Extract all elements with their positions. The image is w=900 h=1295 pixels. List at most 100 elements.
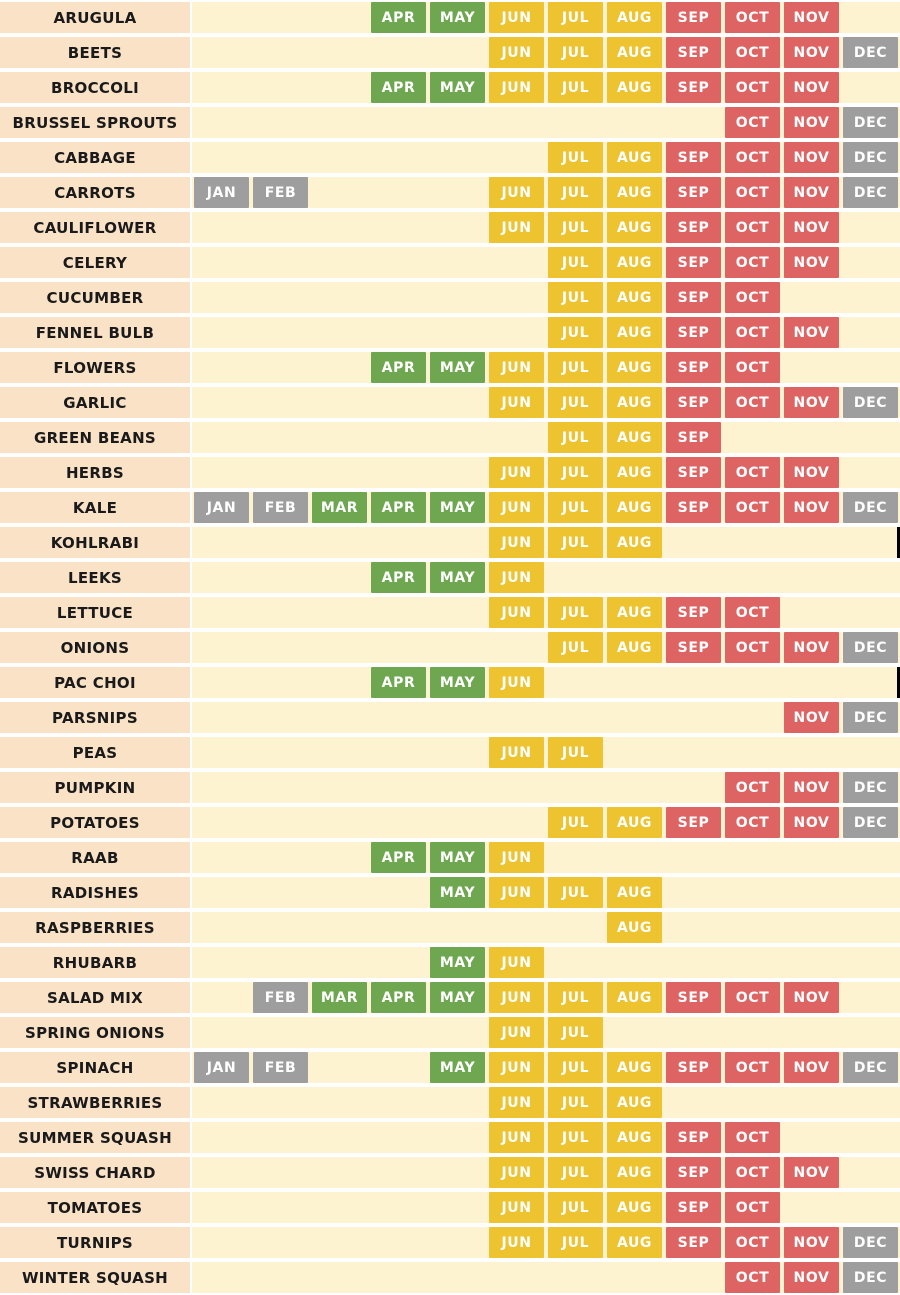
crop-row: PEAS JUN JUL xyxy=(0,735,900,770)
crop-row: STRAWBERRIES JUN JUL AUG xyxy=(0,1085,900,1120)
month-track xyxy=(192,247,900,278)
month-chip-jun: JUN xyxy=(489,177,544,208)
month-chip-sep: SEP xyxy=(666,2,721,33)
month-chip-jul: JUL xyxy=(548,282,603,313)
month-chip-aug: AUG xyxy=(607,877,662,908)
month-chip-sep: SEP xyxy=(666,177,721,208)
right-edge-mark xyxy=(897,527,900,558)
crop-row: RASPBERRIES AUG xyxy=(0,910,900,945)
month-track xyxy=(192,947,900,978)
month-track xyxy=(192,842,900,873)
month-chip-jun: JUN xyxy=(489,1192,544,1223)
month-track xyxy=(192,877,900,908)
month-chip-may: MAY xyxy=(430,352,485,383)
crop-label: RHUBARB xyxy=(0,947,190,978)
crop-row: CABBAGE JUL AUG SEP OCT NOV DEC xyxy=(0,140,900,175)
month-chip-oct: OCT xyxy=(725,37,780,68)
month-chip-oct: OCT xyxy=(725,282,780,313)
month-chip-jul: JUL xyxy=(548,877,603,908)
month-chip-jun: JUN xyxy=(489,72,544,103)
month-chip-jul: JUL xyxy=(548,72,603,103)
month-chip-oct: OCT xyxy=(725,597,780,628)
month-track xyxy=(192,1262,900,1293)
crop-label: GREEN BEANS xyxy=(0,422,190,453)
month-chip-aug: AUG xyxy=(607,177,662,208)
month-track xyxy=(192,212,900,243)
month-chip-dec: DEC xyxy=(843,702,898,733)
month-chip-jul: JUL xyxy=(548,527,603,558)
month-track xyxy=(192,2,900,33)
month-chip-jul: JUL xyxy=(548,212,603,243)
month-chip-jul: JUL xyxy=(548,422,603,453)
month-chip-apr: APR xyxy=(371,667,426,698)
month-chip-dec: DEC xyxy=(843,177,898,208)
month-chip-dec: DEC xyxy=(843,37,898,68)
month-chip-aug: AUG xyxy=(607,492,662,523)
month-chip-dec: DEC xyxy=(843,1227,898,1258)
month-chip-jul: JUL xyxy=(548,387,603,418)
month-chip-jul: JUL xyxy=(548,982,603,1013)
month-track xyxy=(192,1227,900,1258)
month-chip-aug: AUG xyxy=(607,632,662,663)
month-chip-sep: SEP xyxy=(666,982,721,1013)
month-chip-feb: FEB xyxy=(253,1052,308,1083)
month-track xyxy=(192,492,900,523)
month-chip-jan: JAN xyxy=(194,492,249,523)
month-chip-oct: OCT xyxy=(725,632,780,663)
month-chip-oct: OCT xyxy=(725,982,780,1013)
month-chip-aug: AUG xyxy=(607,457,662,488)
crop-label: RADISHES xyxy=(0,877,190,908)
month-chip-sep: SEP xyxy=(666,387,721,418)
month-chip-sep: SEP xyxy=(666,317,721,348)
crop-row: RADISHES MAY JUN JUL AUG xyxy=(0,875,900,910)
month-chip-nov: NOV xyxy=(784,387,839,418)
month-chip-dec: DEC xyxy=(843,142,898,173)
crop-label: HERBS xyxy=(0,457,190,488)
month-track xyxy=(192,912,900,943)
crop-label: SUMMER SQUASH xyxy=(0,1122,190,1153)
month-chip-aug: AUG xyxy=(607,1227,662,1258)
month-chip-jan: JAN xyxy=(194,177,249,208)
month-chip-sep: SEP xyxy=(666,72,721,103)
month-chip-may: MAY xyxy=(430,2,485,33)
month-track xyxy=(192,1052,900,1083)
month-chip-sep: SEP xyxy=(666,492,721,523)
month-chip-may: MAY xyxy=(430,562,485,593)
month-chip-may: MAY xyxy=(430,492,485,523)
month-track xyxy=(192,457,900,488)
crop-row: CAULIFLOWER JUN JUL AUG SEP OCT NOV xyxy=(0,210,900,245)
month-chip-nov: NOV xyxy=(784,1052,839,1083)
month-chip-nov: NOV xyxy=(784,37,839,68)
month-chip-oct: OCT xyxy=(725,247,780,278)
month-chip-apr: APR xyxy=(371,982,426,1013)
month-chip-oct: OCT xyxy=(725,352,780,383)
month-chip-sep: SEP xyxy=(666,1192,721,1223)
month-chip-jul: JUL xyxy=(548,737,603,768)
month-chip-jul: JUL xyxy=(548,632,603,663)
month-chip-jul: JUL xyxy=(548,2,603,33)
month-chip-oct: OCT xyxy=(725,177,780,208)
month-chip-jun: JUN xyxy=(489,37,544,68)
month-chip-jun: JUN xyxy=(489,1157,544,1188)
month-chip-sep: SEP xyxy=(666,597,721,628)
month-chip-oct: OCT xyxy=(725,772,780,803)
crop-row: PARSNIPS NOV DEC xyxy=(0,700,900,735)
month-chip-may: MAY xyxy=(430,72,485,103)
month-chip-oct: OCT xyxy=(725,807,780,838)
crop-row: ARUGULA APR MAY JUN JUL AUG SEP OCT NOV xyxy=(0,0,900,35)
crop-label: PAC CHOI xyxy=(0,667,190,698)
month-chip-dec: DEC xyxy=(843,807,898,838)
month-chip-nov: NOV xyxy=(784,702,839,733)
month-chip-dec: DEC xyxy=(843,772,898,803)
month-chip-jan: JAN xyxy=(194,1052,249,1083)
month-chip-oct: OCT xyxy=(725,1052,780,1083)
month-chip-feb: FEB xyxy=(253,492,308,523)
month-track xyxy=(192,1157,900,1188)
month-chip-jun: JUN xyxy=(489,737,544,768)
crop-label: PARSNIPS xyxy=(0,702,190,733)
month-chip-jul: JUL xyxy=(548,807,603,838)
month-chip-jun: JUN xyxy=(489,667,544,698)
month-chip-sep: SEP xyxy=(666,1052,721,1083)
month-chip-sep: SEP xyxy=(666,807,721,838)
crop-row: GREEN BEANS JUL AUG SEP xyxy=(0,420,900,455)
